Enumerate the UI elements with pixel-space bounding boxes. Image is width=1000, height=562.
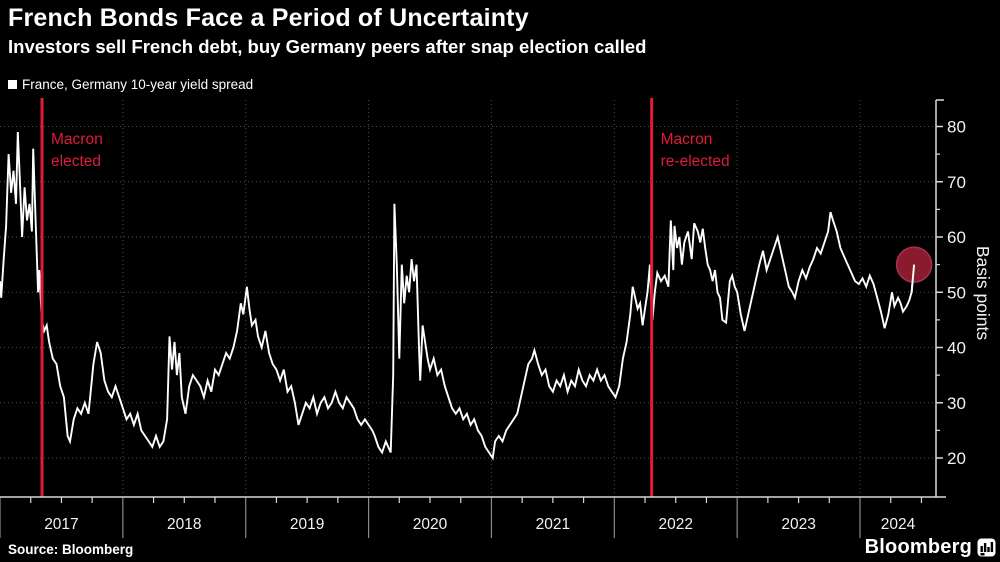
spread-line bbox=[0, 131, 916, 461]
y-tick-label: 30 bbox=[947, 394, 966, 413]
y-tick-label: 60 bbox=[947, 228, 966, 247]
bloomberg-logo-icon bbox=[977, 538, 996, 557]
y-tick-label: 80 bbox=[947, 118, 966, 137]
event-label: Macron bbox=[51, 131, 103, 148]
highlight-tip bbox=[910, 264, 916, 293]
x-tick-label: 2017 bbox=[44, 516, 78, 533]
y-tick-label: 20 bbox=[947, 449, 966, 468]
event-label: Macron bbox=[661, 131, 713, 148]
bloomberg-logo-text: Bloomberg bbox=[864, 536, 972, 558]
x-tick-label: 2019 bbox=[290, 516, 324, 533]
page-subtitle: Investors sell French debt, buy Germany … bbox=[8, 36, 647, 57]
page-title: French Bonds Face a Period of Uncertaint… bbox=[8, 4, 529, 32]
y-tick-label: 70 bbox=[947, 173, 966, 192]
event-label: elected bbox=[51, 153, 101, 170]
bloomberg-logo: Bloomberg bbox=[865, 536, 996, 559]
x-tick-label: 2018 bbox=[167, 516, 201, 533]
legend-label: France, Germany 10-year yield spread bbox=[22, 77, 254, 92]
x-tick-label: 2022 bbox=[658, 516, 692, 533]
y-tick-label: 50 bbox=[947, 283, 966, 302]
legend-square-icon bbox=[8, 80, 17, 89]
x-tick-label: 2024 bbox=[881, 516, 916, 533]
x-tick-label: 2020 bbox=[413, 516, 448, 533]
source-note: Source: Bloomberg bbox=[8, 542, 134, 557]
legend: France, Germany 10-year yield spread bbox=[8, 77, 253, 92]
y-axis-title: Basis points bbox=[973, 246, 993, 341]
event-label: re-elected bbox=[661, 153, 730, 170]
chart-header: French Bonds Face a Period of Uncertaint… bbox=[8, 4, 646, 58]
x-tick-label: 2021 bbox=[536, 516, 570, 533]
y-tick-label: 40 bbox=[947, 339, 966, 358]
x-tick-label: 2023 bbox=[781, 516, 815, 533]
